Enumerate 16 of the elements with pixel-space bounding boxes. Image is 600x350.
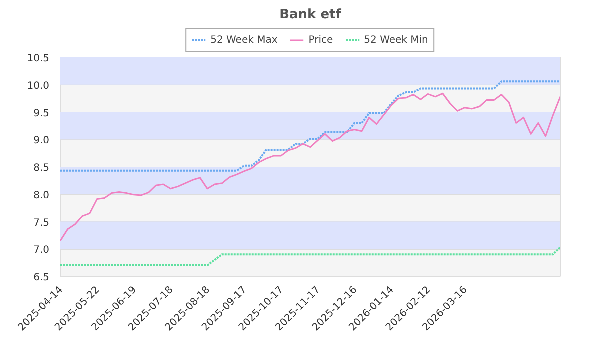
y-tick-label: 8.0 [34, 190, 50, 202]
legend-label: Price [308, 34, 334, 46]
chart-title: Bank etf [280, 8, 342, 22]
y-tick-label: 6.5 [34, 272, 50, 284]
legend-label: 52 Week Min [364, 34, 428, 46]
y-tick-label: 7.0 [34, 245, 50, 256]
y-tick-label: 9.5 [34, 108, 50, 120]
y-tick-label: 7.5 [34, 218, 50, 229]
line-series [60, 80, 560, 172]
legend-label: 52 Week Max [210, 34, 278, 46]
y-tick-label: 8.5 [34, 163, 50, 174]
y-tick-label: 10.5 [27, 54, 50, 64]
y-tick-label: 9.0 [34, 136, 50, 147]
line-series [60, 246, 560, 267]
y-tick-label: 10.0 [27, 80, 50, 92]
line-series [60, 92, 560, 242]
